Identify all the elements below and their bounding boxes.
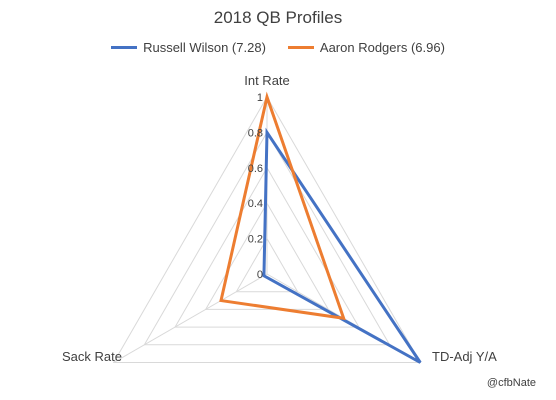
legend-label-series-2: Aaron Rodgers (6.96) (319, 40, 445, 55)
tick-label: 0 (257, 269, 263, 281)
legend-item-series-2: Aaron Rodgers (6.96) (287, 40, 445, 55)
chart-title: 2018 QB Profiles (213, 8, 343, 27)
legend-swatch-series-2 (287, 46, 314, 49)
tick-label: 0.2 (248, 234, 263, 246)
grid-ring (235, 237, 299, 293)
tick-label: 1 (257, 92, 263, 104)
grid-ring (204, 202, 330, 310)
grid-ring (174, 166, 360, 328)
legend: Russell Wilson (7.28) Aaron Rodgers (6.9… (0, 40, 556, 55)
axis-label: Sack Rate (62, 349, 122, 364)
radar-series (219, 91, 422, 364)
legend-label-series-1: Russell Wilson (7.28) (143, 40, 266, 55)
axis-label: TD-Adj Y/A (432, 349, 497, 364)
credit-text: @cfbNate (486, 377, 536, 389)
grid-ring (112, 96, 422, 363)
grid-spoke (113, 273, 268, 363)
radar-axis-labels: Int Rate TD-Adj Y/A Sack Rate (62, 73, 497, 364)
legend-swatch-series-1 (111, 46, 138, 49)
tick-label: 0.8 (248, 127, 263, 139)
radar-tick-labels: 0 0.2 0.4 0.6 0.8 1 (248, 92, 263, 281)
legend-item-series-1: Russell Wilson (7.28) (111, 40, 266, 55)
grid-ring (143, 131, 391, 346)
tick-label: 0.6 (248, 163, 263, 175)
axis-label: Int Rate (244, 73, 290, 88)
tick-label: 0.4 (248, 198, 263, 210)
series-line-2 (219, 91, 346, 321)
